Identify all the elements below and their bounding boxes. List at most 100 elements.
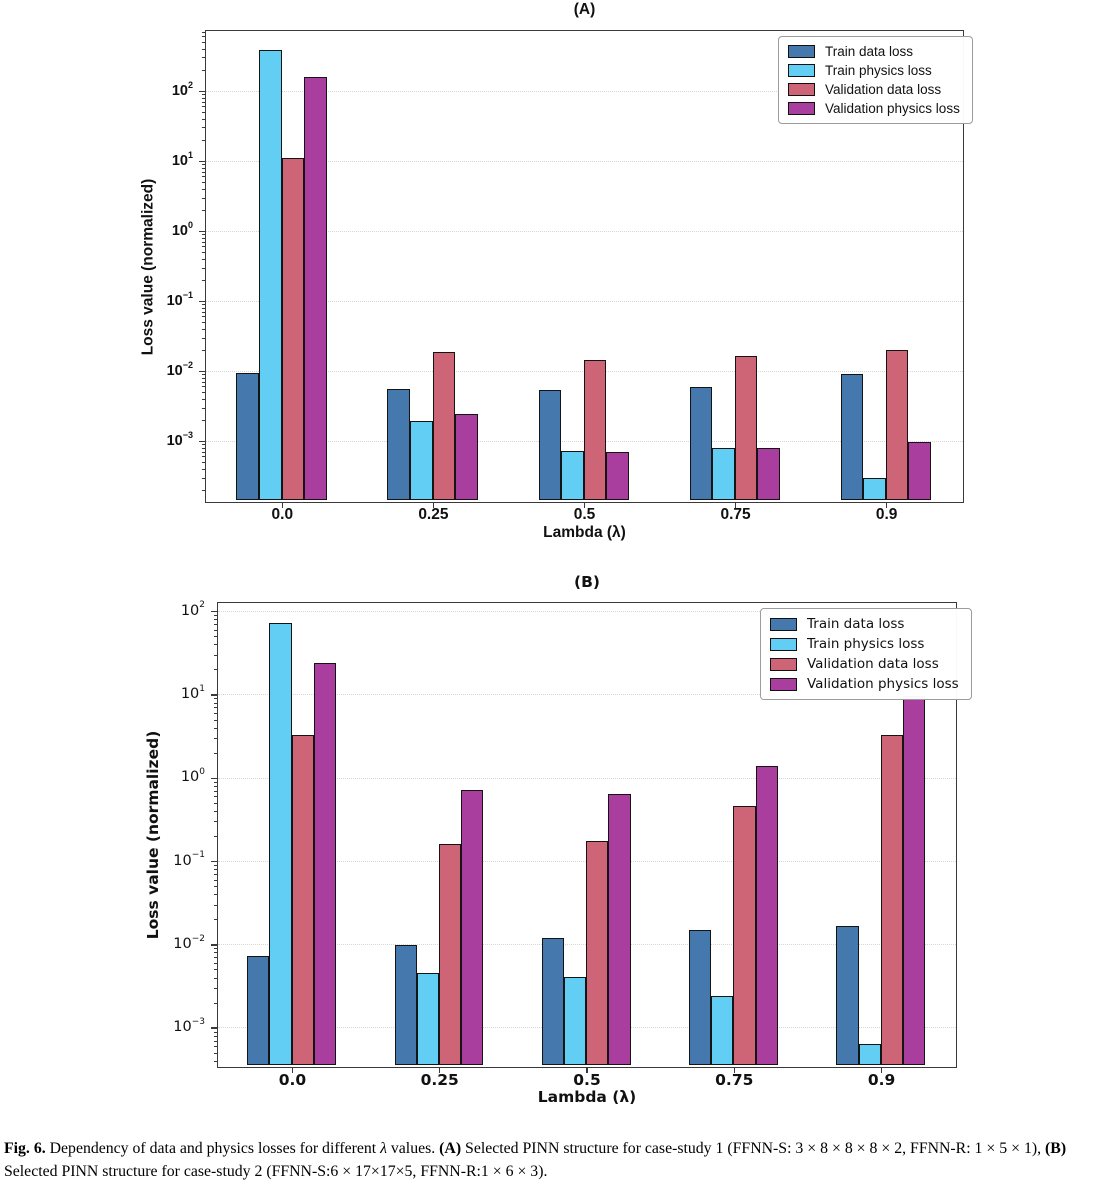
y-minor-tick [213,919,217,921]
y-minor-tick [201,57,205,59]
y-minor-tick [201,398,205,400]
legend-swatch-validation-physics-loss [788,102,815,115]
y-minor-tick [201,374,205,376]
bar-train-physics-loss [858,1044,881,1066]
chart-title: (B) [574,573,600,591]
legend-swatch-validation-data-loss [770,657,797,671]
y-minor-tick [213,644,217,646]
bar-train-physics-loss [410,421,433,501]
y-minor-tick [213,719,217,721]
plot-area [217,602,957,1068]
x-axis-label: Lambda (λ) [537,1088,637,1106]
bar-train-physics-loss [416,973,439,1066]
y-minor-tick [213,619,217,621]
y-major-tick [211,610,217,613]
y-tick-label: 100 [180,766,205,786]
y-axis-label: Loss value (normalized) [144,730,162,940]
y-minor-tick [201,328,205,330]
y-minor-tick [201,167,205,169]
legend-entry: Train physics loss [770,636,959,652]
y-minor-tick [201,188,205,190]
y-minor-tick [213,1040,217,1042]
x-tick-label: 0.5 [573,506,596,523]
y-major-tick [199,230,205,233]
y-minor-tick [213,707,217,709]
y-gridline [206,300,963,302]
y-minor-tick [201,447,205,449]
bar-validation-data-loss [880,735,903,1066]
y-minor-tick [201,101,205,103]
y-gridline [206,370,963,372]
y-minor-tick [213,1002,217,1004]
y-gridline [218,944,956,946]
x-major-tick [734,503,737,508]
y-minor-tick [213,869,217,871]
legend-label: Validation physics loss [807,676,959,692]
caption-segment: Fig. 6. [4,1139,46,1157]
bar-train-physics-loss [561,450,584,501]
y-minor-tick [213,654,217,656]
bar-train-data-loss [394,945,417,1066]
bar-validation-physics-loss [757,448,780,501]
y-minor-tick [213,904,217,906]
y-minor-tick [201,237,205,239]
x-major-tick [438,1068,441,1073]
bar-validation-data-loss [432,351,456,501]
legend-swatch-train-data-loss [788,45,815,58]
y-minor-tick [201,48,205,50]
y-minor-tick [201,444,205,446]
bar-validation-data-loss [733,806,756,1066]
y-minor-tick [213,785,217,787]
y-minor-tick [201,246,205,248]
y-minor-tick [213,874,217,876]
y-gridline [206,440,963,442]
y-minor-tick [201,111,205,113]
y-minor-tick [201,451,205,453]
x-major-tick [281,503,284,508]
y-minor-tick [201,181,205,183]
bar-train-physics-loss [269,622,292,1066]
y-minor-tick [213,836,217,838]
y-minor-tick [201,36,205,38]
legend-label: Train physics loss [825,63,932,78]
plot-inner [206,31,963,502]
y-minor-tick [201,456,205,458]
legend-entry: Train data loss [788,44,960,59]
y-gridline [218,694,956,696]
y-major-tick [211,777,217,780]
x-tick-label: 0.9 [875,506,898,523]
y-minor-tick [201,31,205,33]
y-minor-tick [201,311,205,313]
legend-swatch-validation-physics-loss [770,677,797,691]
y-minor-tick [213,1031,217,1033]
x-tick-label: 0.5 [573,1071,601,1089]
y-major-tick [199,300,205,303]
bar-train-data-loss [836,926,859,1066]
x-major-tick [880,1068,883,1073]
y-minor-tick [201,461,205,463]
legend-swatch-train-physics-loss [788,64,815,77]
x-tick-label: 0.0 [278,1071,307,1089]
x-tick-label: 0.25 [420,1071,459,1089]
caption-segment: Selected PINN structure for case-study 2… [4,1163,548,1181]
bar-validation-physics-loss [755,765,778,1066]
y-minor-tick [213,629,217,631]
bar-train-physics-loss [711,995,734,1066]
legend-label: Train data loss [825,44,914,59]
y-major-tick [199,90,205,93]
y-minor-tick [201,377,205,379]
y-minor-tick [201,251,205,253]
y-minor-tick [201,391,205,393]
y-minor-tick [213,969,217,971]
y-minor-tick [201,139,205,141]
y-minor-tick [213,669,217,671]
y-minor-tick [213,702,217,704]
bar-validation-data-loss [885,350,909,501]
y-minor-tick [213,952,217,954]
y-minor-tick [201,419,205,421]
y-minor-tick [213,864,217,866]
plot-area [205,30,964,503]
legend-entry: Train physics loss [788,63,960,78]
legend-entry: Validation data loss [788,82,960,97]
